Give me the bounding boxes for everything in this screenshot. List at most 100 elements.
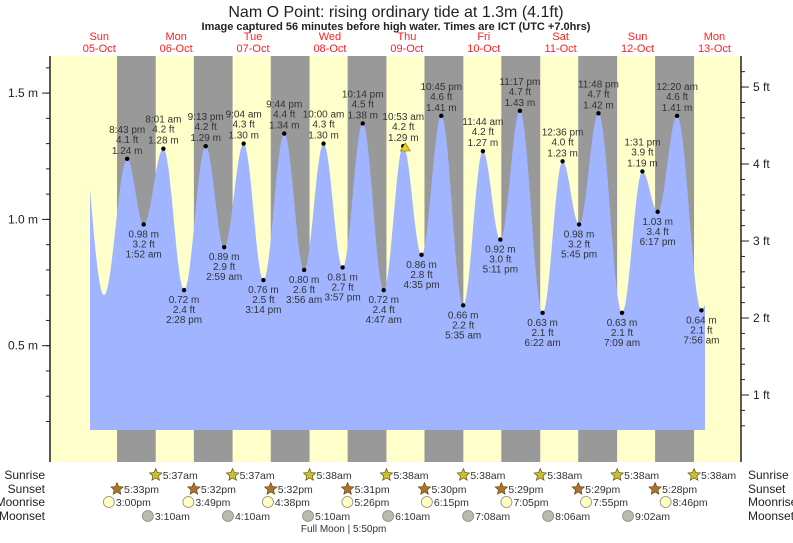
high-tide-point (560, 159, 565, 164)
right-tick-label: 3 ft (753, 234, 770, 248)
high-tide-time: 11:48 pm (578, 79, 619, 90)
sunset-star-icon (417, 481, 432, 495)
day-name: Mon (704, 31, 725, 43)
low-tide-meters: 0.63 m (527, 318, 558, 329)
day-name: Thu (397, 31, 416, 43)
moonset-icon (302, 510, 314, 522)
extreme-labels: 8:43 pm4.1 ft1.24 m0.98 m3.2 ft1:52 am8:… (109, 77, 719, 349)
low-tide-point (699, 308, 704, 313)
right-tick-label: 2 ft (753, 311, 770, 325)
high-tide-point (241, 141, 246, 146)
sunrise-star-icon (533, 467, 548, 481)
low-tide-point (619, 310, 625, 316)
low-tide-time: 4:47 am (366, 315, 402, 326)
low-tide-meters: 0.66 m (448, 310, 479, 321)
moonrise-time: 6:15pm (434, 497, 469, 509)
high-tide-meters: 1.38 m (347, 110, 378, 121)
low-tide-meters: 0.76 m (248, 285, 279, 296)
high-tide-meters: 1.30 m (308, 131, 339, 142)
low-tide-meters: 0.89 m (209, 252, 240, 263)
low-tide-time: 2:59 am (206, 272, 242, 283)
moonrise-icon (420, 496, 433, 508)
low-tide-feet: 2.1 ft (531, 328, 553, 339)
day-date: 10-Oct (467, 43, 500, 55)
low-tide-point (340, 265, 345, 270)
high-tide-meters: 1.29 m (190, 133, 221, 144)
high-tide-meters: 1.28 m (148, 136, 179, 147)
high-tide-point (640, 169, 645, 174)
high-tide-meters: 1.27 m (468, 138, 499, 149)
day-labels: Sun05-OctMon06-OctTue07-OctWed08-OctThu0… (83, 31, 731, 55)
moonset-icon (462, 510, 475, 522)
sunset-time: 5:33pm (124, 484, 159, 496)
low-tide-point (419, 252, 424, 257)
high-tide-meters: 1.30 m (228, 131, 259, 142)
low-tide-time: 3:57 pm (325, 292, 361, 303)
high-tide-meters: 1.29 m (388, 133, 419, 144)
moonrise-icon (500, 496, 513, 508)
sunset-time: 5:29pm (508, 484, 543, 496)
low-tide-feet: 2.1 ft (611, 328, 633, 339)
low-tide-feet: 2.2 ft (452, 320, 474, 331)
low-tide-point (261, 277, 266, 283)
moonset-time: 5:10am (315, 511, 350, 523)
sunrise-star-icon (456, 467, 471, 481)
high-tide-feet: 4.7 ft (509, 87, 531, 98)
moonset-time: 3:10am (155, 511, 190, 523)
moonset-icon (141, 510, 154, 522)
low-tide-point (181, 287, 187, 293)
low-tide-feet: 2.8 ft (410, 270, 432, 281)
sunset-time: 5:29pm (585, 484, 620, 496)
high-tide-time: 1:31 pm (624, 137, 660, 148)
moonrise-icon (261, 496, 274, 508)
high-tide-feet: 4.5 ft (352, 99, 374, 110)
sunset-time: 5:32pm (201, 484, 236, 496)
sunset-row-label: Sunset (8, 482, 46, 496)
low-tide-point (498, 237, 503, 242)
low-tide-time: 6:17 pm (640, 237, 676, 248)
left-tick-label: 0.5 m (8, 339, 38, 353)
low-tide-feet: 3.2 ft (133, 239, 155, 250)
moonrise-time: 4:38pm (275, 497, 310, 509)
right-tick-label: 5 ft (753, 80, 770, 94)
moonset-row-label-right: Moonset (748, 509, 793, 523)
moon-phase-label: Full Moon | 5:50pm (301, 524, 386, 535)
moonrise-time: 7:05pm (513, 497, 548, 509)
high-tide-feet: 4.7 ft (587, 89, 609, 100)
high-tide-feet: 4.3 ft (312, 120, 334, 131)
sunset-star-icon (110, 481, 124, 495)
high-tide-time: 12:20 am (656, 82, 698, 93)
sunset-star-icon (186, 481, 201, 495)
high-tide-feet: 4.2 ft (195, 122, 217, 133)
sunset-time: 5:30pm (431, 484, 466, 496)
high-tide-time: 8:43 pm (109, 125, 145, 136)
moonset-time: 7:08am (475, 511, 510, 523)
low-tide-meters: 0.64 m (686, 315, 717, 326)
sunset-star-icon (494, 481, 509, 495)
high-tide-feet: 4.2 ft (152, 125, 174, 136)
sunrise-time: 5:38am (470, 470, 505, 482)
low-tide-time: 2:28 pm (166, 315, 202, 326)
day-date: 05-Oct (83, 43, 116, 55)
sunset-time: 5:28pm (662, 484, 697, 496)
sunrise-time: 5:38am (393, 470, 428, 482)
left-tick-label: 1.5 m (8, 86, 38, 100)
low-tide-meters: 0.63 m (607, 318, 638, 329)
sunset-time: 5:32pm (278, 484, 313, 496)
high-tide-meters: 1.24 m (112, 146, 143, 157)
day-name: Wed (319, 31, 341, 43)
day-date: 08-Oct (313, 43, 346, 55)
low-tide-time: 3:56 am (286, 295, 322, 306)
high-tide-point (517, 108, 523, 113)
low-tide-feet: 2.4 ft (373, 305, 395, 316)
day-name: Mon (165, 31, 186, 43)
sunset-row-label-right: Sunset (748, 482, 786, 496)
low-tide-meters: 0.98 m (128, 229, 159, 240)
high-tide-meters: 1.23 m (547, 148, 578, 159)
right-tick-label: 1 ft (753, 388, 770, 402)
high-tide-point (124, 156, 130, 161)
day-date: 06-Oct (160, 43, 193, 55)
low-tide-point (460, 303, 466, 308)
moonset-time: 8:06am (555, 511, 590, 523)
low-tide-time: 5:11 pm (483, 265, 518, 276)
